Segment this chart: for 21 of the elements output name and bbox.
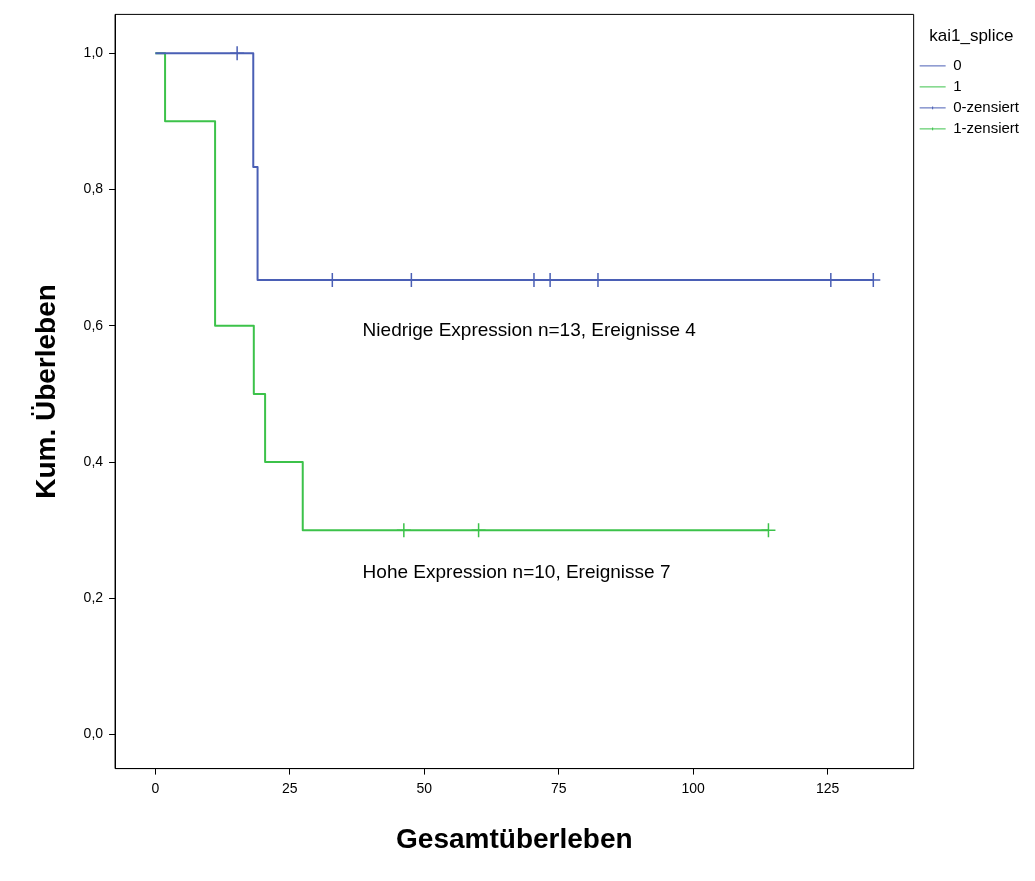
x-tick-label: 0 bbox=[151, 779, 160, 796]
x-axis-title: Gesamtüberleben bbox=[396, 822, 633, 854]
annotation: Hohe Expression n=10, Ereignisse 7 bbox=[362, 560, 671, 582]
y-tick-label: 0,6 bbox=[83, 316, 104, 333]
annotation: Niedrige Expression n=13, Ereignisse 4 bbox=[362, 319, 697, 341]
legend-title: kai1_splice bbox=[929, 26, 1014, 46]
x-tick-label: 125 bbox=[815, 779, 840, 796]
y-axis-title: Kum. Überleben bbox=[29, 284, 61, 499]
x-tick-label: 25 bbox=[282, 779, 298, 796]
x-tick-label: 50 bbox=[416, 779, 433, 796]
legend-label: 1 bbox=[953, 77, 962, 95]
legend-label: 1-zensiert bbox=[953, 119, 1020, 137]
x-tick-label: 100 bbox=[681, 779, 706, 796]
y-tick-label: 0,0 bbox=[83, 725, 104, 742]
legend-label: 0 bbox=[953, 56, 962, 74]
y-tick-label: 0,8 bbox=[83, 180, 104, 197]
y-tick-label: 1,0 bbox=[83, 44, 104, 61]
y-tick-label: 0,4 bbox=[83, 452, 104, 469]
legend-label: 0-zensiert bbox=[953, 98, 1020, 116]
y-tick-label: 0,2 bbox=[83, 589, 104, 606]
x-tick-label: 75 bbox=[550, 779, 567, 796]
